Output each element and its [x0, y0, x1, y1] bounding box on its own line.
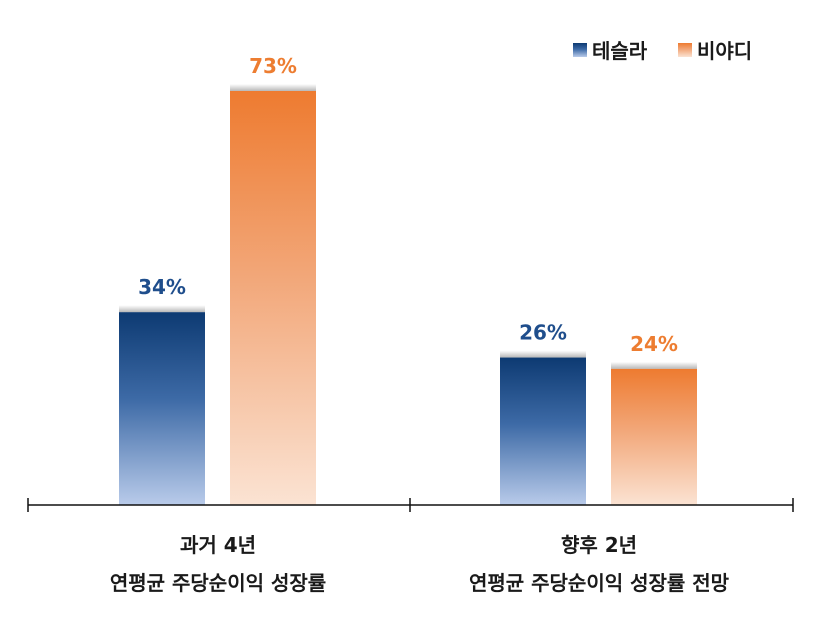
value-label-byd-2: 24%	[630, 332, 678, 356]
legend-label-tesla: 테슬라	[592, 39, 648, 63]
bar-shadow-tesla-2	[500, 350, 586, 358]
bar-shadow-tesla-1	[119, 305, 205, 313]
value-label-group: 34% 26% 73% 24%	[138, 54, 678, 356]
legend: 테슬라 비야디	[573, 39, 752, 63]
category-labels: 과거 4년 연평균 주당순이익 성장률 향후 2년 연평균 주당순이익 성장률 …	[110, 533, 730, 595]
category-1-line-2: 연평균 주당순이익 성장률	[110, 571, 326, 595]
value-label-tesla-2: 26%	[519, 321, 567, 345]
legend-swatch-tesla	[573, 43, 587, 57]
bar-tesla-1	[119, 312, 205, 505]
x-axis	[27, 498, 794, 512]
value-label-tesla-1: 34%	[138, 275, 186, 299]
legend-label-byd: 비야디	[697, 39, 752, 63]
legend-swatch-byd	[678, 43, 692, 57]
bar-byd-1	[230, 91, 316, 505]
bar-tesla-2	[500, 357, 586, 505]
bar-shadow-byd-2	[611, 361, 697, 369]
category-2-line-1: 향후 2년	[561, 533, 637, 557]
category-1-line-1: 과거 4년	[180, 533, 256, 557]
bar-group	[119, 84, 697, 505]
value-label-byd-1: 73%	[249, 54, 297, 78]
bar-shadow-byd-1	[230, 84, 316, 91]
bar-byd-2	[611, 368, 697, 505]
category-2-line-2: 연평균 주당순이익 성장률 전망	[469, 571, 730, 595]
